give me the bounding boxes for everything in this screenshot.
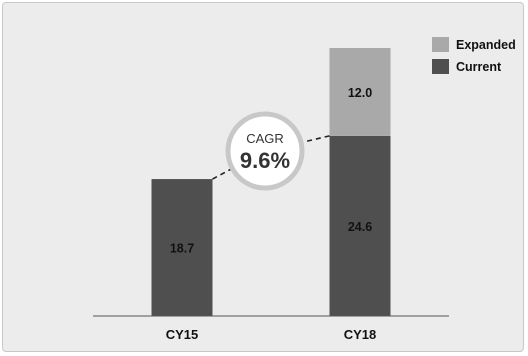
cagr-badge: CAGR 9.6% bbox=[225, 111, 305, 191]
cagr-connector-left bbox=[212, 168, 231, 180]
data-label-current-cy18: 24.6 bbox=[348, 220, 372, 234]
data-label-current-cy15: 18.7 bbox=[170, 242, 194, 256]
data-label-expanded-cy18: 12.0 bbox=[348, 86, 372, 100]
legend-label-expanded: Expanded bbox=[456, 38, 516, 52]
bar-expanded-cy18 bbox=[329, 48, 391, 136]
x-tick-label-cy18: CY18 bbox=[344, 327, 377, 342]
cagr-circle bbox=[225, 111, 305, 191]
legend-label-current: Current bbox=[456, 60, 502, 74]
legend: Expanded Current bbox=[432, 37, 516, 74]
x-tick-label-cy15: CY15 bbox=[166, 327, 199, 342]
bar-current-cy15 bbox=[151, 179, 213, 316]
legend-swatch-current bbox=[432, 59, 449, 74]
cagr-connector-right bbox=[302, 135, 330, 143]
chart-svg: 18.7 24.6 12.0 CY15 CY18 CAGR 9.6% Expanded… bbox=[93, 37, 516, 342]
chart-panel: 18.7 24.6 12.0 CY15 CY18 CAGR 9.6% Expanded… bbox=[2, 2, 524, 352]
bars-layer bbox=[151, 48, 391, 316]
ticks-layer: CY15 CY18 bbox=[166, 327, 377, 342]
cagr-value: 9.6% bbox=[240, 148, 290, 173]
cagr-label: CAGR bbox=[246, 131, 284, 146]
bar-current-cy18 bbox=[329, 135, 391, 316]
legend-swatch-expanded bbox=[432, 37, 449, 52]
labels-layer: 18.7 24.6 12.0 bbox=[170, 86, 372, 256]
